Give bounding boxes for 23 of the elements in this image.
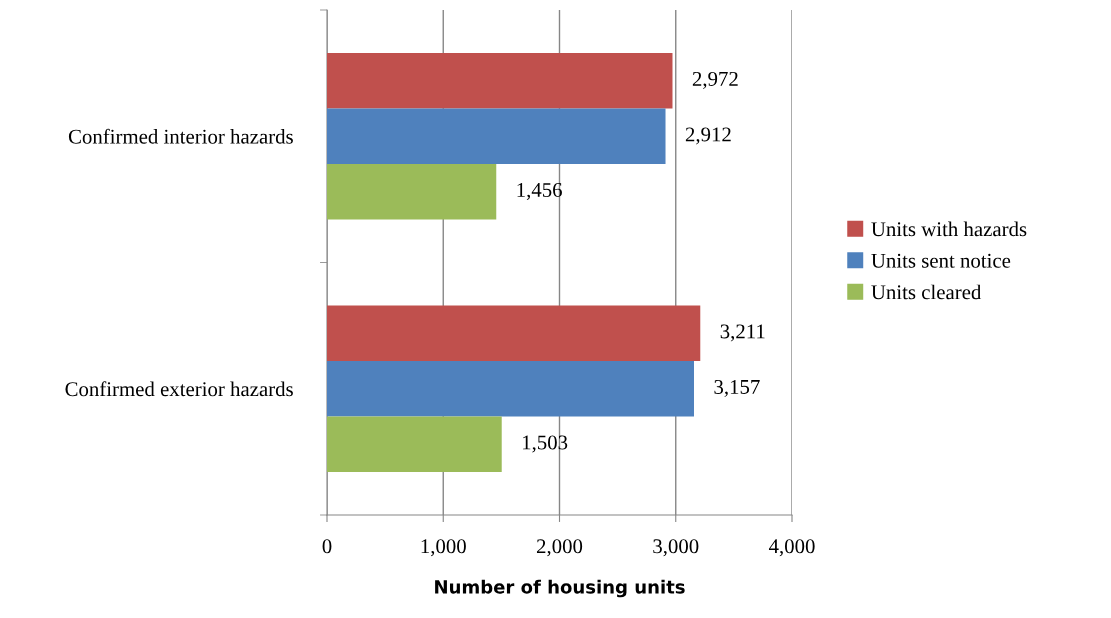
legend-label: Units with hazards <box>871 221 1027 237</box>
x-tick-label: 2,000 <box>536 539 583 557</box>
data-label: 3,157 <box>714 379 760 397</box>
x-tick-label: 3,000 <box>653 539 699 557</box>
data-label: 1,503 <box>523 435 568 453</box>
data-label: 2,972 <box>692 71 738 89</box>
data-label: 2,912 <box>685 127 731 145</box>
y-tick-label: Confirmed interior hazards <box>68 128 293 144</box>
legend-label: Units cleared <box>871 284 982 300</box>
legend-label: Units sent notice <box>871 253 1011 268</box>
data-label: 3,211 <box>720 324 765 342</box>
bar <box>327 164 497 220</box>
bar <box>327 416 502 473</box>
x-tick-label: 1,000 <box>421 539 466 557</box>
bar <box>327 305 701 361</box>
data-label: 1,456 <box>517 183 562 201</box>
bar <box>327 108 666 165</box>
bar <box>327 360 694 417</box>
x-tick-label: 0 <box>322 539 332 554</box>
x-axis-title: Number of housing units <box>435 579 685 598</box>
y-tick-label: Confirmed exterior hazards <box>65 381 293 397</box>
x-tick-label: 4,000 <box>768 539 815 557</box>
bar <box>327 52 673 109</box>
